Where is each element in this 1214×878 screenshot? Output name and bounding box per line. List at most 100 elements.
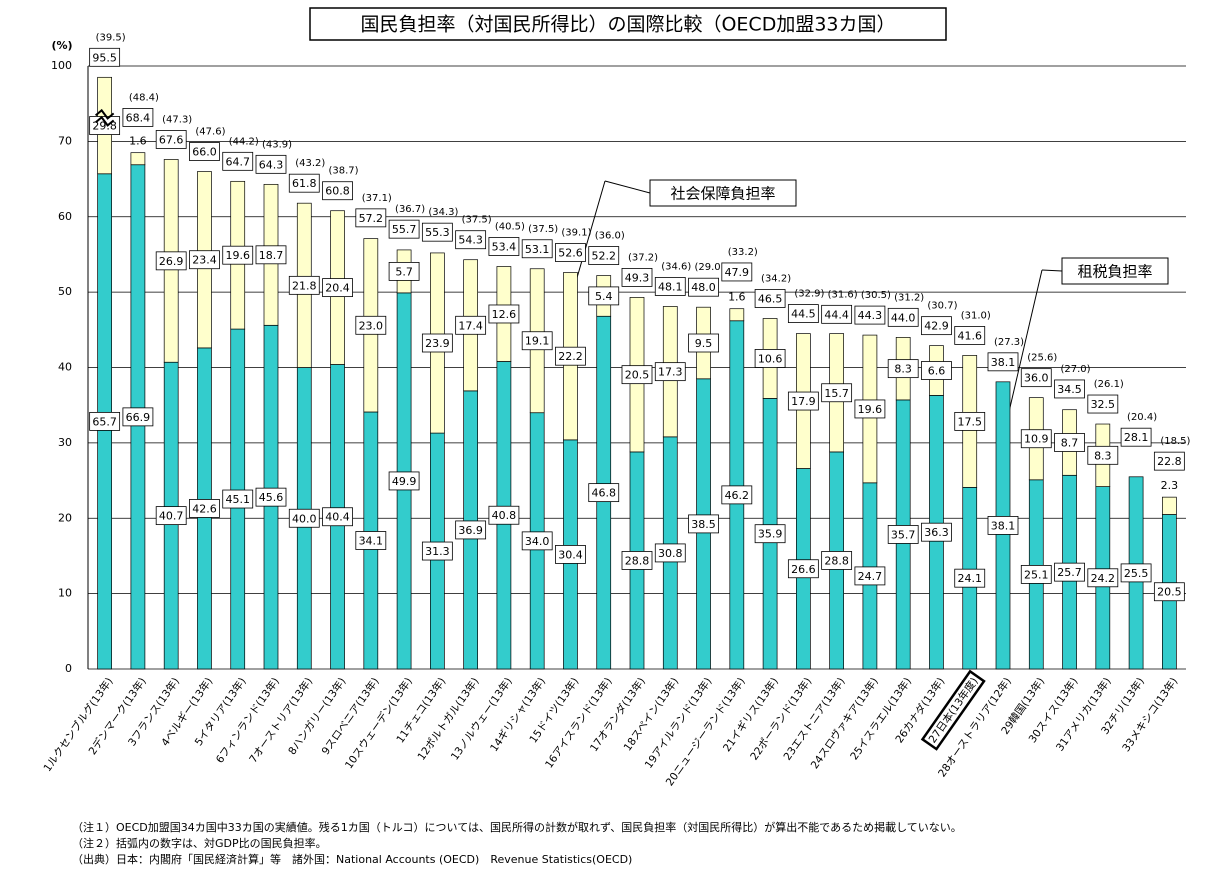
- total-label-box: [854, 305, 886, 325]
- segment-label-box: [1120, 563, 1152, 583]
- segment-label-box: [854, 566, 886, 586]
- segment-label-box: [1054, 433, 1085, 452]
- segment-label: 17.4: [458, 319, 483, 332]
- total-label-box: [1120, 427, 1152, 447]
- total-label-box: [189, 142, 220, 161]
- total-label: 48.0: [691, 281, 716, 294]
- gdp-ratio-label: (37.1): [362, 193, 392, 204]
- gdp-ratio-label: (27.0): [1061, 364, 1091, 375]
- segment-label: 30.8: [658, 547, 683, 560]
- total-label: 46.5: [758, 293, 783, 306]
- segment-label-box: [222, 489, 254, 509]
- gdp-ratio-label: (37.2): [628, 252, 658, 263]
- segment-label-box: [388, 261, 420, 281]
- segment-label-box: [222, 245, 254, 265]
- total-label-box: [288, 173, 320, 193]
- x-tick-label: 8ハンガリー(13年): [285, 675, 348, 757]
- segment-label: 45.6: [259, 491, 284, 504]
- segment-label: 10.6: [758, 352, 783, 365]
- total-label-box: [688, 277, 719, 297]
- note: （注２）括弧内の数字は、対GDP比の国民負担率。: [72, 836, 327, 850]
- segment-label-box: [322, 507, 353, 527]
- gdp-ratio-label: (37.5): [528, 224, 558, 235]
- gdp-ratio-label: (44.2): [229, 136, 259, 147]
- segment-label: 19.1: [525, 335, 550, 348]
- total-label-box: [621, 268, 653, 287]
- segment-label-box: [854, 399, 886, 419]
- total-label: 53.1: [525, 243, 550, 256]
- total-label-box: [521, 239, 553, 259]
- segment-label: 26.6: [791, 563, 816, 576]
- segment-label-box: [155, 251, 187, 271]
- segment-label-box: [455, 315, 487, 335]
- total-label: 95.5: [92, 51, 117, 64]
- gdp-ratio-label: (37.5): [462, 215, 492, 226]
- total-label-box: [1054, 379, 1085, 399]
- total-label-box: [155, 130, 187, 149]
- gdp-ratio-label: (38.7): [329, 166, 359, 177]
- total-label-box: [588, 246, 620, 265]
- segment-label: 35.7: [891, 528, 916, 541]
- segment-label: 21.8: [292, 279, 317, 292]
- total-label-box: [322, 181, 353, 201]
- segment-label-box: [1087, 445, 1119, 465]
- y-tick-label: 10: [58, 587, 72, 600]
- segment-label: 18.7: [259, 249, 284, 262]
- segment-label-box: [721, 485, 753, 505]
- gdp-ratio-label: (39.5): [96, 32, 126, 43]
- note: （出典）日本：内閣府「国民経済計算」等 諸外国：National Account…: [72, 852, 632, 866]
- segment-label: 20.4: [325, 282, 350, 295]
- segment-label: 5.4: [595, 290, 613, 303]
- gdp-ratio-label: (34.6): [661, 261, 691, 272]
- y-tick-label: 20: [58, 511, 72, 524]
- x-tick-label: 23エストニア(13年): [781, 675, 848, 763]
- total-label-box: [122, 108, 154, 127]
- total-label-box: [388, 219, 420, 239]
- segment-label-box: [754, 524, 786, 544]
- segment-label-box: [521, 531, 553, 551]
- gdp-ratio-label: (39.1): [561, 228, 591, 239]
- segment-label: 40.8: [492, 509, 517, 522]
- annotation: 社会保障負担率: [670, 185, 775, 203]
- segment-label: 24.7: [858, 570, 883, 583]
- total-label: 68.4: [126, 111, 151, 124]
- segment-label-box: [787, 559, 819, 579]
- total-label-box: [887, 307, 919, 327]
- segment-label: 28.8: [625, 554, 650, 567]
- gdp-ratio-label: (31.6): [828, 289, 858, 300]
- x-tick-label: 7オーストリア(13年): [246, 675, 315, 765]
- segment-label: 34.1: [359, 534, 384, 547]
- segment-label: 25.1: [1024, 568, 1049, 581]
- segment-label-box: [1054, 562, 1085, 582]
- total-label-box: [89, 47, 121, 67]
- total-label-box: [421, 222, 453, 242]
- segment-label: 12.6: [492, 308, 517, 321]
- total-label-box: [721, 262, 753, 282]
- segment-label: 15.7: [824, 387, 849, 400]
- segment-label: 19.6: [225, 249, 250, 262]
- gdp-ratio-label: (34.3): [428, 207, 458, 218]
- total-label-box: [954, 326, 986, 345]
- gdp-ratio-label: (36.0): [595, 231, 625, 242]
- segment-label-box: [621, 551, 653, 570]
- gdp-ratio-label: (43.2): [295, 158, 325, 169]
- segment-label-box: [754, 349, 786, 368]
- segment-label: 26.9: [159, 255, 184, 268]
- y-tick-label: 40: [58, 361, 72, 374]
- gdp-ratio-label: (26.1): [1094, 379, 1124, 390]
- segment-label: 10.9: [1024, 433, 1049, 446]
- segment-label: 8.3: [1094, 449, 1112, 462]
- gdp-ratio-label: (47.6): [195, 127, 225, 138]
- annotation-box: [649, 179, 797, 207]
- segment-label: 25.7: [1057, 566, 1082, 579]
- segment-label-box: [189, 250, 220, 270]
- segment-label: 1.6: [129, 135, 147, 148]
- total-label-box: [1153, 451, 1185, 471]
- segment-label-box: [921, 522, 952, 542]
- segment-label: 17.5: [957, 415, 982, 428]
- segment-label: 23.0: [359, 319, 384, 332]
- gdp-ratio-label: (36.7): [395, 204, 425, 215]
- segment-label-box: [455, 520, 487, 540]
- total-label: 55.3: [425, 226, 450, 239]
- segment-label-box: [521, 331, 553, 351]
